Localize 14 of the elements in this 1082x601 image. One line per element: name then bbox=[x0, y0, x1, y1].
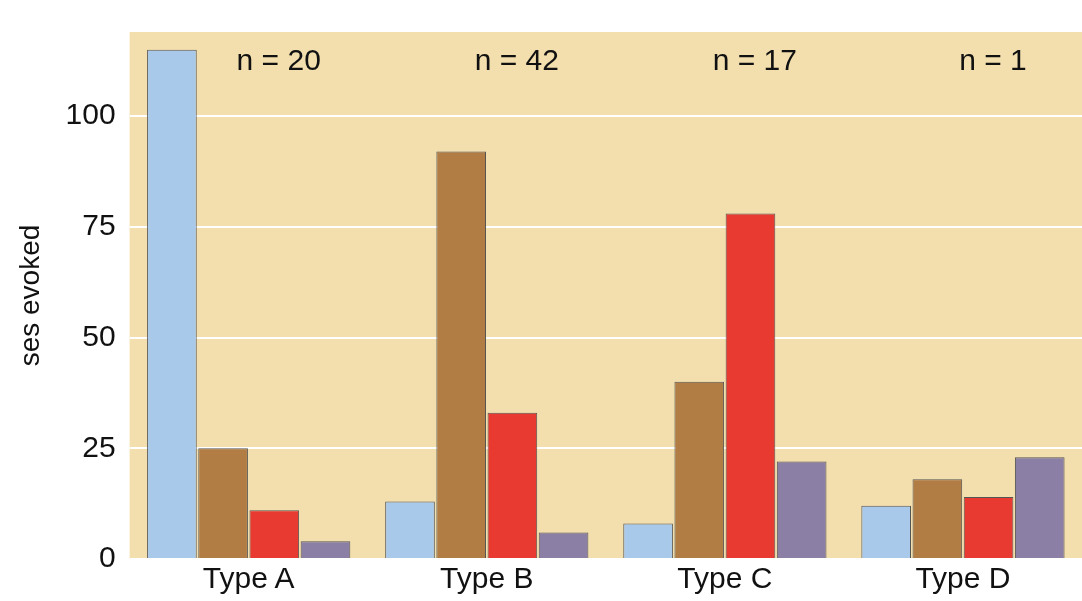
x-tick-label: Type A bbox=[202, 561, 295, 595]
y-tick-label: 25 bbox=[82, 429, 116, 463]
x-tick-label: Type B bbox=[440, 561, 534, 595]
annotation: n = 20 bbox=[236, 43, 321, 77]
annotation: n = 42 bbox=[474, 43, 559, 77]
y-tick-label: 50 bbox=[82, 318, 116, 352]
x-tick-label: Type D bbox=[915, 561, 1011, 595]
x-tick-label: Type C bbox=[677, 561, 773, 595]
annotation: n = 17 bbox=[712, 43, 797, 77]
y-tick-label: 0 bbox=[98, 540, 116, 574]
y-tick-label: 75 bbox=[82, 208, 116, 242]
annotation: n = 1 bbox=[959, 43, 1027, 77]
y-tick-label: 100 bbox=[65, 97, 116, 131]
y-axis-title: ses evoked bbox=[13, 224, 45, 367]
